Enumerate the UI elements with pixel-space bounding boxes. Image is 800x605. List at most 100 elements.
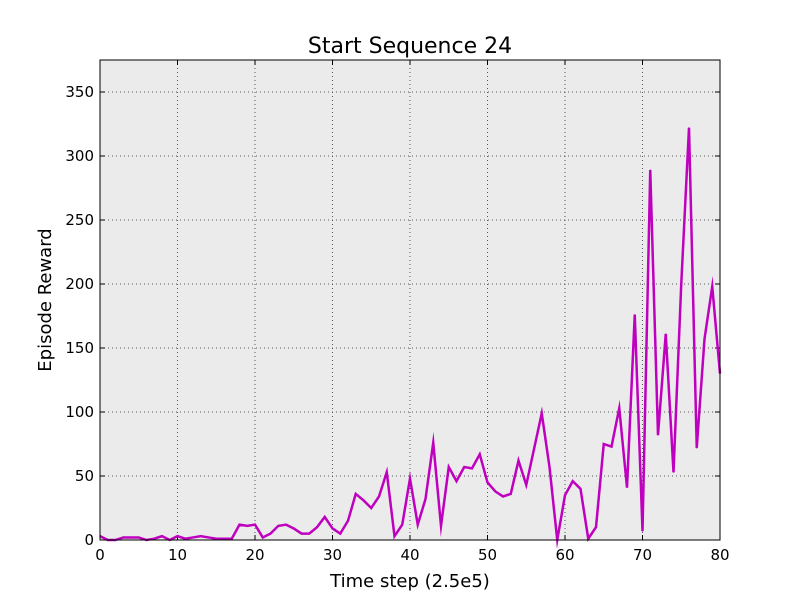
- data-point: [316, 526, 318, 528]
- data-point: [603, 443, 605, 445]
- data-point: [293, 527, 295, 530]
- data-point: [471, 467, 473, 469]
- data-point: [393, 535, 396, 537]
- x-tick-label: 0: [95, 546, 105, 564]
- data-point: [424, 498, 427, 500]
- data-point: [355, 493, 357, 495]
- data-point: [331, 527, 334, 530]
- chart-title: Start Sequence 24: [308, 34, 512, 59]
- data-point: [626, 486, 628, 489]
- x-tick-label: 40: [400, 546, 419, 564]
- data-point: [207, 536, 210, 539]
- data-point: [386, 471, 388, 473]
- data-point: [502, 495, 504, 498]
- y-tick-label: 150: [65, 339, 94, 357]
- data-point: [161, 535, 163, 537]
- data-point: [579, 488, 582, 490]
- data-point: [448, 466, 450, 468]
- data-point: [153, 538, 155, 540]
- data-point: [595, 526, 597, 528]
- x-axis-label: Time step (2.5e5): [329, 571, 490, 592]
- data-point: [665, 333, 667, 335]
- data-point: [277, 525, 279, 527]
- x-tick-label: 30: [323, 546, 342, 564]
- x-tick-label: 70: [633, 546, 652, 564]
- grid-lines: [100, 60, 720, 540]
- series-layer: [99, 127, 722, 550]
- data-point: [184, 538, 186, 540]
- data-point: [525, 484, 527, 486]
- data-point: [634, 314, 636, 316]
- data-point: [200, 535, 202, 537]
- data-point: [696, 447, 698, 449]
- data-point: [285, 524, 287, 526]
- x-tick-label: 60: [555, 546, 574, 564]
- data-point: [130, 536, 132, 539]
- data-point: [510, 493, 512, 495]
- data-point: [409, 477, 411, 480]
- data-point: [517, 460, 520, 462]
- data-point: [711, 285, 713, 288]
- data-point: [486, 481, 489, 483]
- y-tick-label: 50: [75, 467, 94, 485]
- data-point: [680, 283, 682, 285]
- tick-labels: 0 10 20 30 40 50 60 70 80 0 50 100 150 200 250 300 350: [65, 83, 729, 564]
- data-point: [401, 524, 403, 526]
- data-point: [308, 533, 310, 535]
- data-point: [672, 471, 675, 473]
- data-point: [494, 490, 496, 492]
- y-tick-label: 350: [65, 83, 94, 101]
- data-point: [479, 453, 481, 455]
- data-point: [362, 499, 365, 501]
- data-point: [215, 538, 217, 540]
- data-point: [370, 507, 372, 509]
- data-point: [324, 516, 326, 518]
- data-point: [138, 536, 140, 539]
- y-tick-label: 100: [65, 403, 94, 421]
- plot-frame: [99, 59, 721, 541]
- data-point: [254, 524, 256, 526]
- data-point: [122, 536, 124, 539]
- data-point: [231, 538, 233, 540]
- data-point: [649, 169, 651, 171]
- data-point: [378, 495, 380, 498]
- data-point: [238, 524, 241, 526]
- data-point: [455, 480, 458, 482]
- data-point: [246, 525, 248, 527]
- y-tick-label: 200: [65, 275, 94, 293]
- data-point: [432, 442, 434, 444]
- data-point: [641, 530, 644, 532]
- data-point: [347, 520, 349, 522]
- data-point: [533, 448, 535, 450]
- data-point: [269, 533, 272, 535]
- x-tick-label: 10: [168, 546, 187, 564]
- y-tick-label: 300: [65, 147, 94, 165]
- data-point: [223, 538, 225, 540]
- data-point: [564, 494, 566, 496]
- data-point: [688, 127, 690, 129]
- data-point: [463, 466, 465, 468]
- data-point: [548, 466, 551, 468]
- data-point: [618, 407, 620, 409]
- x-tick-label: 50: [478, 546, 497, 564]
- data-point: [541, 412, 543, 414]
- x-tick-label: 80: [710, 546, 729, 564]
- data-point: [300, 533, 303, 535]
- data-point: [610, 445, 613, 448]
- x-tick-label: 20: [245, 546, 264, 564]
- y-tick-label: 0: [84, 531, 94, 549]
- data-point: [417, 524, 419, 526]
- data-point: [572, 480, 574, 482]
- data-point: [176, 535, 179, 537]
- y-tick-label: 250: [65, 211, 94, 229]
- data-point: [440, 525, 442, 527]
- data-point: [657, 434, 659, 436]
- data-point: [703, 338, 706, 340]
- data-point: [192, 536, 194, 539]
- data-point: [339, 533, 341, 535]
- y-axis-label: Episode Reward: [35, 228, 56, 371]
- data-point: [587, 538, 589, 540]
- data-point: [262, 536, 264, 539]
